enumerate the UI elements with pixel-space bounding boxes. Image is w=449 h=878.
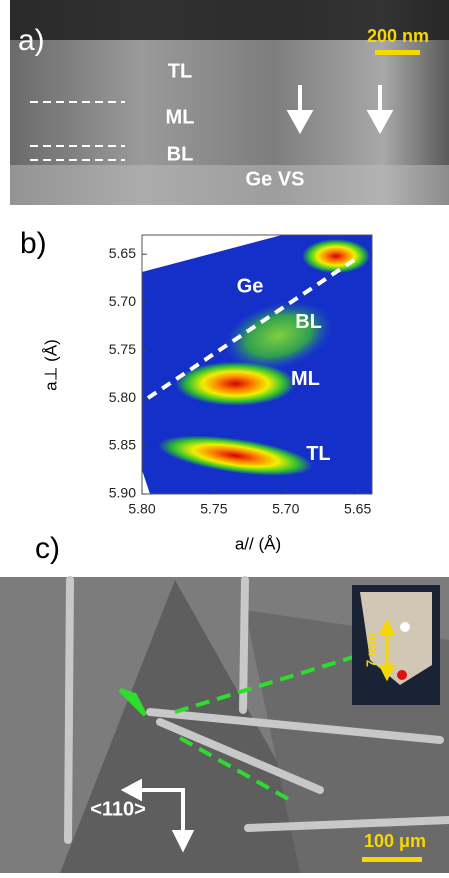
x-tick-label: 5.65: [344, 501, 371, 517]
green-arrow: [118, 688, 147, 717]
inset-scale: 7 mm: [363, 633, 378, 667]
sem-cracks: [64, 576, 449, 844]
substrate-label: Ge VS: [246, 168, 305, 190]
y-axis-label: a⊥ (Å): [41, 339, 60, 391]
plot-frame: [141, 234, 373, 495]
direction-arrows: [120, 778, 195, 853]
peak-label: BL: [295, 311, 322, 333]
layer-label: ML: [166, 106, 195, 128]
scale-bar-label: 200 nm: [367, 26, 429, 46]
panel-label: a): [18, 24, 45, 57]
layer-label: BL: [167, 143, 194, 165]
scale-bar: [362, 857, 422, 862]
peak-label: ML: [291, 368, 320, 390]
direction-label: <110>: [90, 798, 146, 820]
x-tick-label: 5.80: [128, 501, 155, 517]
panel-label: b): [20, 227, 47, 260]
inset-sample: [360, 592, 432, 685]
y-tick-label: 5.75: [109, 341, 136, 357]
tem-substrate: [10, 165, 449, 205]
layer-lines: [30, 101, 125, 161]
y-tick-label: 5.90: [109, 485, 136, 501]
layer-label: TL: [168, 60, 192, 82]
y-tick-label: 5.65: [109, 245, 136, 261]
scale-bar-label: 100 μm: [364, 831, 426, 851]
y-tick-label: 5.80: [109, 389, 136, 405]
peak: [158, 435, 313, 476]
x-tick-label: 5.75: [200, 501, 227, 517]
sem-domain: [60, 580, 340, 873]
tem-top: [10, 0, 449, 40]
peak-label: TL: [306, 443, 330, 465]
inset-dot: [400, 622, 410, 632]
divider: [146, 254, 362, 400]
inset-dot: [397, 670, 407, 680]
peak: [302, 239, 371, 274]
scale-bar: [375, 50, 420, 55]
inset-arrow: [378, 618, 396, 682]
zoom-lines: [174, 653, 361, 802]
y-tick-label: 5.70: [109, 293, 136, 309]
peak-label: Ge: [237, 275, 264, 297]
peak: [224, 301, 333, 370]
arrows: [286, 85, 394, 135]
y-tick-label: 5.85: [109, 437, 136, 453]
peak: [175, 361, 296, 406]
x-tick-label: 5.70: [272, 501, 299, 517]
panel-label: c): [35, 532, 60, 565]
x-axis-label: a// (Å): [235, 534, 281, 553]
